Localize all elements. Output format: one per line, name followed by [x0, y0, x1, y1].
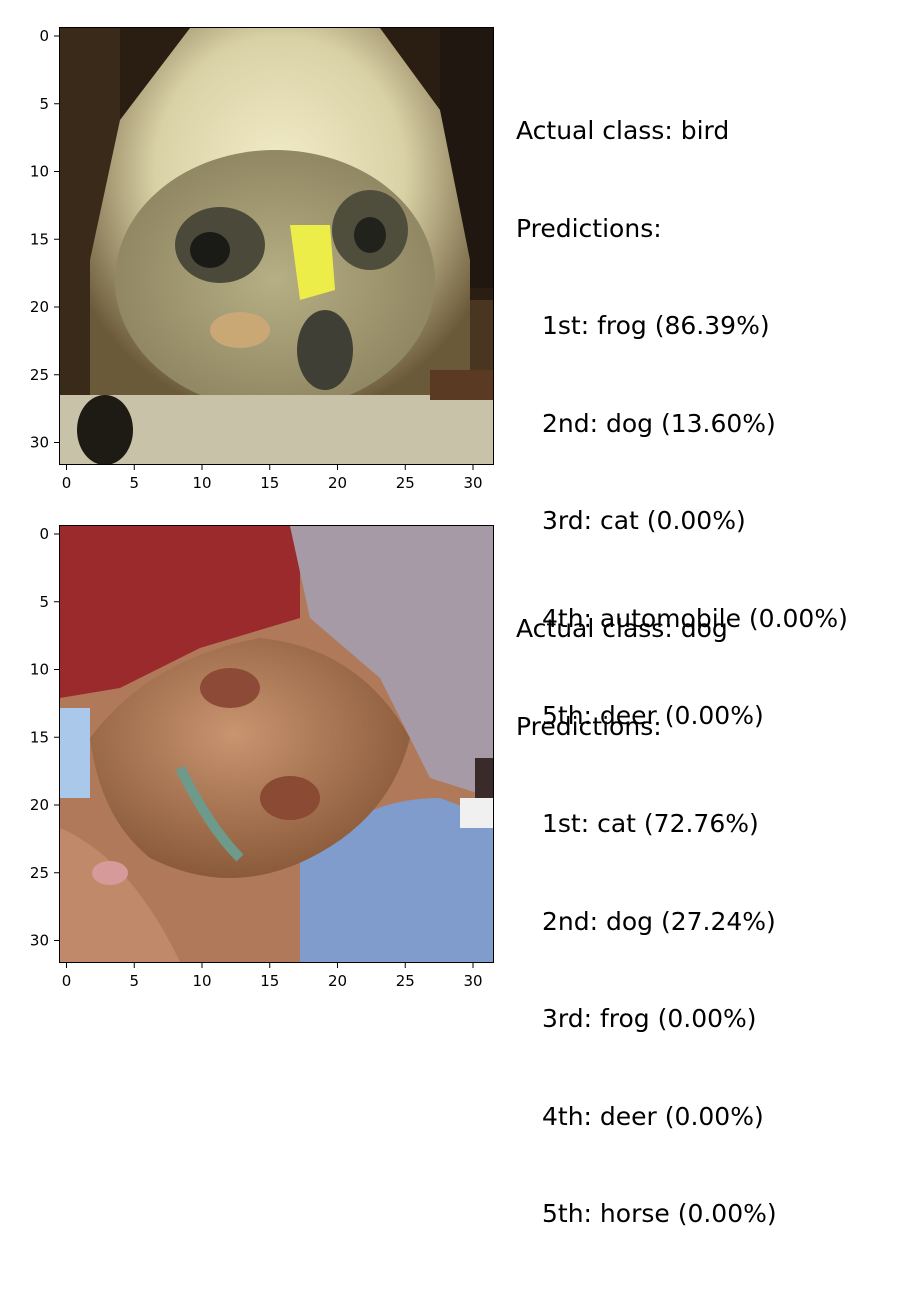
- axes-frame: [59, 525, 494, 963]
- y-tick-label: 25: [30, 864, 49, 882]
- prediction-item: 4th: automobile (0.00%): [542, 603, 848, 633]
- x-tick-label: 20: [328, 474, 347, 492]
- prediction-item: 2nd: dog (27.24%): [542, 906, 776, 936]
- x-tick-label: 20: [328, 972, 347, 990]
- dog-image: [60, 526, 493, 962]
- x-tick-label: 0: [62, 474, 72, 492]
- prediction-info: Actual class: bird Predictions: 1st: fro…: [516, 50, 848, 798]
- y-tick-label: 25: [30, 366, 49, 384]
- predictions-header: Predictions:: [516, 213, 662, 243]
- y-tick-label: 10: [30, 661, 49, 679]
- predictions-header: Predictions:: [516, 711, 662, 741]
- x-tick-label: 30: [463, 972, 482, 990]
- y-tick-label: 15: [30, 230, 49, 248]
- actual-class-label: Actual class: bird: [516, 116, 730, 145]
- y-tick-label: 20: [30, 298, 49, 316]
- x-tick-label: 25: [396, 972, 415, 990]
- x-tick-label: 5: [129, 972, 139, 990]
- y-tick-label: 0: [39, 27, 49, 45]
- y-tick-label: 5: [39, 95, 49, 113]
- prediction-item: 5th: deer (0.00%): [542, 701, 764, 730]
- bird-image: [60, 28, 493, 464]
- x-tick-label: 15: [260, 972, 279, 990]
- x-tick-label: 5: [129, 474, 139, 492]
- prediction-panel-bird: 0 0 5 5 10 10 15 15 20 20 25 25 30 30 Actual class: b…: [0, 0, 922, 730]
- y-tick-label: 30: [30, 434, 49, 452]
- y-tick-label: 5: [39, 593, 49, 611]
- x-tick-label: 10: [192, 972, 211, 990]
- prediction-item: 2nd: dog (13.60%): [542, 408, 776, 438]
- y-tick-label: 10: [30, 163, 49, 181]
- prediction-item: 4th: deer (0.00%): [542, 1101, 764, 1131]
- prediction-item: 1st: cat (72.76%): [542, 809, 759, 838]
- x-tick-label: 0: [62, 972, 72, 990]
- axes-frame: [59, 27, 494, 465]
- image-axes: 0 0 5 5 10 10 15 15 20 20 25 25 30 30: [0, 0, 510, 498]
- prediction-panel-dog: 0 0 5 5 10 10 15 15 20 20 25 25 30 30 Actual class: d…: [0, 498, 922, 1228]
- y-tick-label: 15: [30, 728, 49, 746]
- prediction-item: 1st: frog (86.39%): [542, 311, 770, 340]
- image-axes: 0 0 5 5 10 10 15 15 20 20 25 25 30 30: [0, 498, 510, 996]
- actual-class-label: Actual class: dog: [516, 614, 728, 643]
- y-tick-label: 20: [30, 796, 49, 814]
- prediction-item: 5th: horse (0.00%): [542, 1199, 777, 1228]
- x-tick-label: 30: [463, 474, 482, 492]
- y-tick-label: 0: [39, 525, 49, 543]
- prediction-info: Actual class: dog Predictions: 1st: cat …: [516, 548, 777, 1296]
- x-tick-label: 15: [260, 474, 279, 492]
- prediction-item: 3rd: cat (0.00%): [542, 506, 746, 535]
- y-tick-label: 30: [30, 932, 49, 950]
- x-tick-label: 25: [396, 474, 415, 492]
- x-tick-label: 10: [192, 474, 211, 492]
